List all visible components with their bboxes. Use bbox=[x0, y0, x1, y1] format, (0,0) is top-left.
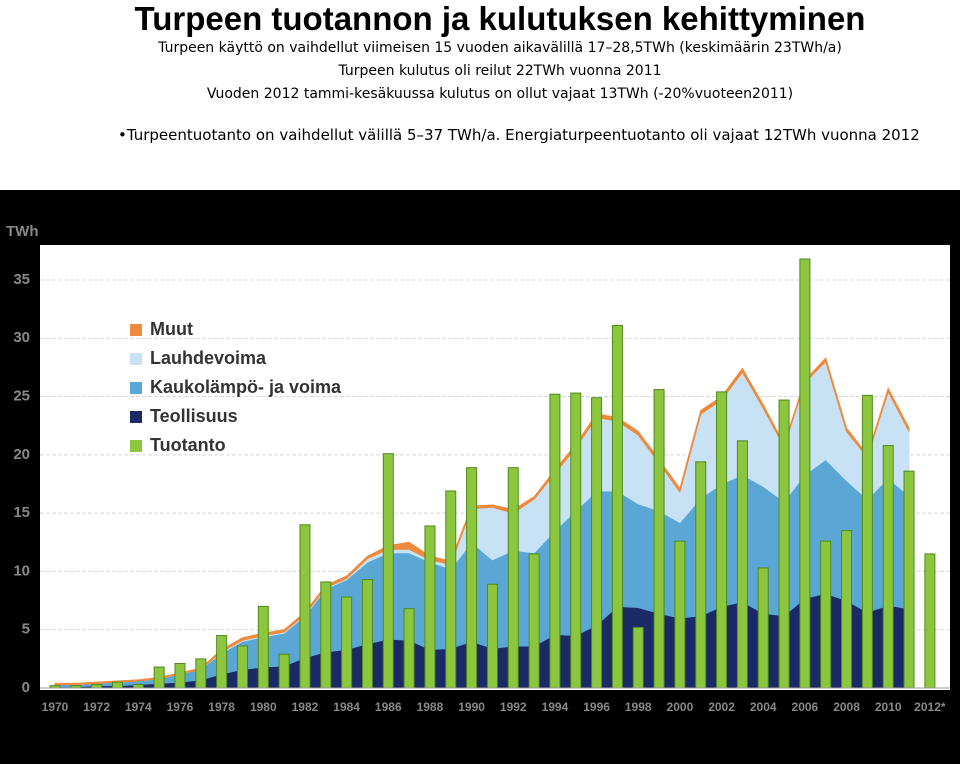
bar bbox=[132, 684, 144, 689]
bar bbox=[591, 397, 603, 689]
y-tick-label: 0 bbox=[22, 679, 30, 696]
bar bbox=[820, 540, 832, 689]
bar bbox=[320, 581, 332, 689]
x-tick-label: 1982 bbox=[292, 700, 319, 714]
x-tick-label: 2004 bbox=[750, 700, 777, 714]
bar bbox=[841, 530, 853, 689]
legend-swatch bbox=[130, 440, 142, 452]
x-tick-label: 1970 bbox=[42, 700, 69, 714]
bar bbox=[736, 440, 748, 689]
bar bbox=[757, 567, 769, 689]
x-tick-label: 2006 bbox=[792, 700, 819, 714]
bar bbox=[466, 467, 478, 689]
bar bbox=[153, 666, 165, 689]
bar bbox=[299, 524, 311, 689]
bar bbox=[861, 394, 873, 689]
subtitle: Vuoden 2012 tammi-kesäkuussa kulutus on … bbox=[206, 86, 794, 102]
bar bbox=[528, 553, 540, 689]
subtitle: Turpeen kulutus oli reilut 22TWh vuonna … bbox=[338, 63, 662, 79]
bar bbox=[382, 453, 394, 689]
bar bbox=[611, 324, 623, 689]
bar bbox=[549, 393, 561, 689]
bar bbox=[174, 663, 186, 689]
title: Turpeen tuotannon ja kulutuksen kehittym… bbox=[134, 0, 866, 37]
bar bbox=[361, 579, 373, 689]
bullet-text: •Turpeentuotanto on vaihdellut välillä 5… bbox=[118, 126, 920, 144]
legend-label: Lauhdevoima bbox=[150, 348, 267, 368]
x-tick-label: 1980 bbox=[250, 700, 277, 714]
legend-label: Tuotanto bbox=[150, 435, 226, 455]
x-tick-label: 2000 bbox=[667, 700, 694, 714]
x-tick-label: 1988 bbox=[417, 700, 444, 714]
x-tick-label: 2008 bbox=[833, 700, 860, 714]
bar bbox=[674, 540, 686, 689]
bar bbox=[278, 653, 290, 689]
x-tick-label: 1984 bbox=[333, 700, 360, 714]
bar bbox=[716, 391, 728, 689]
bar bbox=[195, 658, 207, 689]
x-tick-label: 1996 bbox=[583, 700, 610, 714]
subtitle: Turpeen käyttö on vaihdellut viimeisen 1… bbox=[158, 40, 842, 56]
bar bbox=[924, 553, 936, 689]
x-tick-label: 2012* bbox=[914, 700, 946, 714]
x-tick-label: 1986 bbox=[375, 700, 402, 714]
bar bbox=[778, 399, 790, 689]
bar bbox=[882, 445, 894, 689]
y-tick-label: 25 bbox=[13, 388, 30, 405]
bar bbox=[903, 470, 915, 689]
y-tick-label: 15 bbox=[13, 504, 30, 521]
bar bbox=[236, 645, 248, 689]
bar bbox=[216, 635, 228, 689]
bar bbox=[445, 490, 457, 689]
y-tick-label: 20 bbox=[13, 446, 30, 463]
legend-swatch bbox=[130, 382, 142, 394]
header: Turpeen tuotannon ja kulutuksen kehittym… bbox=[0, 0, 960, 190]
bar bbox=[486, 583, 498, 689]
bar bbox=[653, 389, 665, 689]
y-tick-label: 30 bbox=[13, 329, 30, 346]
legend-label: Muut bbox=[150, 319, 193, 339]
legend-label: Teollisuus bbox=[150, 406, 238, 426]
bar bbox=[632, 626, 644, 689]
x-tick-label: 1994 bbox=[542, 700, 569, 714]
x-tick-label: 2010 bbox=[875, 700, 902, 714]
legend-swatch bbox=[130, 353, 142, 365]
bar bbox=[570, 392, 582, 689]
x-tick-label: 1974 bbox=[125, 700, 152, 714]
bar bbox=[257, 605, 269, 689]
legend-swatch bbox=[130, 324, 142, 336]
bar bbox=[799, 258, 811, 689]
bar bbox=[111, 681, 123, 689]
bar bbox=[424, 525, 436, 689]
bar bbox=[91, 684, 103, 689]
legend-swatch bbox=[130, 411, 142, 423]
bar bbox=[695, 461, 707, 689]
x-tick-label: 1992 bbox=[500, 700, 527, 714]
x-tick-label: 1990 bbox=[458, 700, 485, 714]
y-tick-label: 35 bbox=[13, 271, 30, 288]
x-tick-label: 1978 bbox=[208, 700, 235, 714]
x-tick-label: 1976 bbox=[167, 700, 194, 714]
y-tick-label: 5 bbox=[22, 621, 30, 638]
bar bbox=[341, 596, 353, 689]
x-tick-label: 1972 bbox=[83, 700, 110, 714]
x-tick-label: 2002 bbox=[708, 700, 735, 714]
legend-label: Kaukolämpö- ja voima bbox=[150, 377, 342, 397]
chart: TWh 0 5 10 15 20 25 30 35 1970 1972 1974 1976 1978 19… bbox=[0, 190, 960, 764]
x-tick-label: 1998 bbox=[625, 700, 652, 714]
y-tick-label: 10 bbox=[13, 562, 30, 579]
bar bbox=[403, 608, 415, 689]
y-axis-label: TWh bbox=[6, 223, 38, 240]
bar bbox=[507, 467, 519, 689]
